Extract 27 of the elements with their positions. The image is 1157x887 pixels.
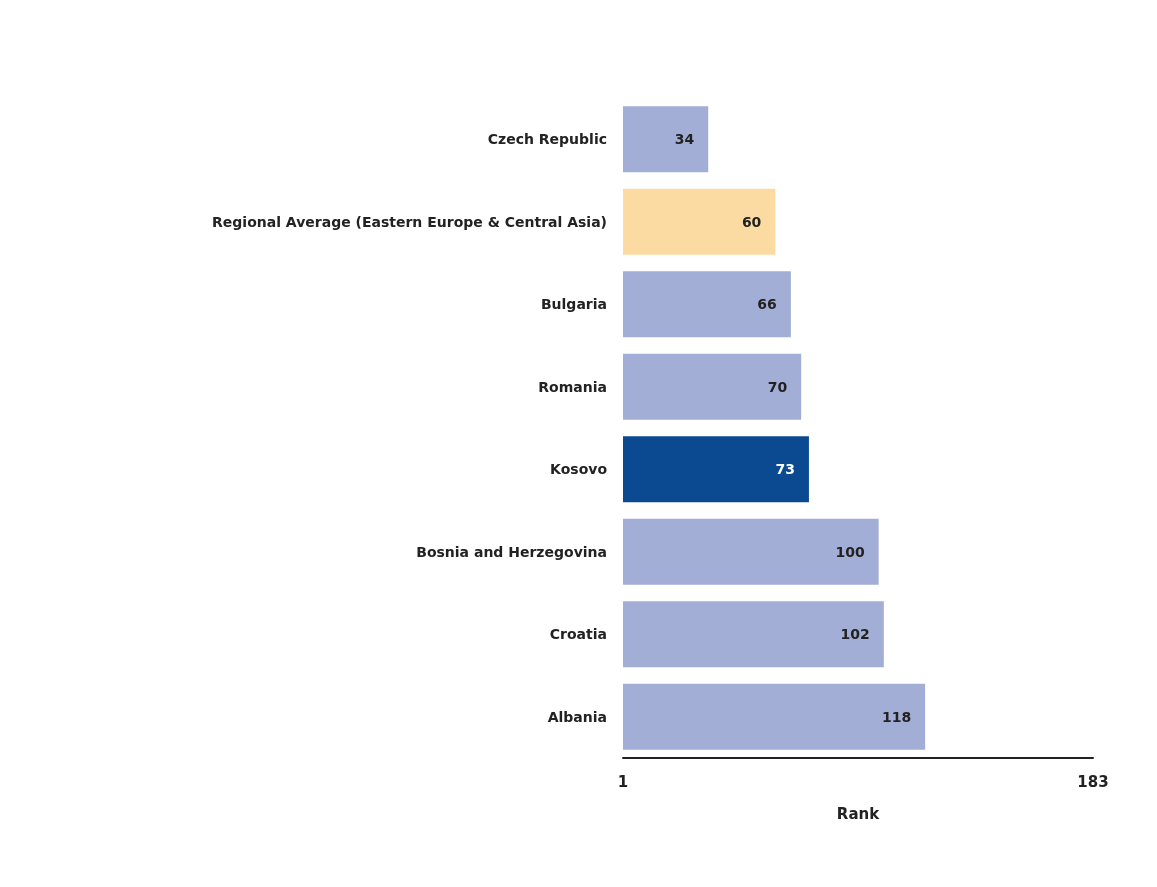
y-tick-label: Regional Average (Eastern Europe & Central Asia) [212, 213, 607, 230]
bar [623, 518, 879, 585]
data-label: 66 [757, 296, 777, 313]
y-tick-label: Czech Republic [487, 131, 607, 148]
x-tick-label: 183 [1077, 772, 1109, 791]
y-tick-label: Kosovo [550, 461, 608, 478]
data-label: 70 [767, 378, 788, 395]
data-label: 100 [835, 543, 865, 560]
y-tick-label: Croatia [549, 626, 607, 643]
data-label: 118 [881, 708, 912, 725]
bar [623, 188, 776, 255]
bar [623, 106, 709, 173]
x-axis-title: Rank [836, 804, 881, 823]
y-tick-label: Bulgaria [540, 296, 607, 313]
data-label: 60 [741, 213, 762, 230]
y-tick-label: Albania [547, 708, 607, 725]
data-label: 34 [674, 131, 695, 148]
y-tick-label: Bosnia and Herzegovina [416, 543, 607, 560]
bar [623, 271, 791, 338]
bar [623, 353, 802, 420]
bar [623, 436, 809, 503]
x-tick-label: 1 [617, 772, 629, 791]
data-label: 102 [840, 626, 870, 643]
bar [623, 683, 926, 750]
y-tick-label: Romania [538, 378, 607, 395]
bar [623, 601, 884, 668]
data-label: 73 [775, 461, 795, 478]
